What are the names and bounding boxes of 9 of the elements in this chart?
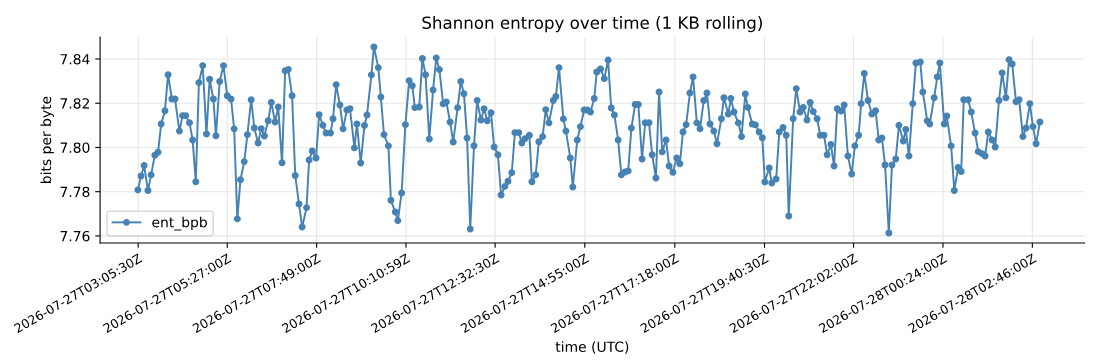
y-axis-title: bits per byte [40, 96, 54, 183]
y-tick-label: 7.78 [60, 186, 90, 198]
y-tick-label: 7.80 [60, 142, 90, 153]
y-tick-label: 7.82 [60, 98, 89, 109]
y-tick-label: 7.84 [60, 53, 90, 65]
legend-label: ent_bpb [152, 216, 207, 231]
chart-title: Shannon entropy over time (1 KB rolling) [422, 16, 762, 33]
y-tick-label: 7.76 [60, 230, 90, 242]
x-axis-title: time (UTC) [555, 341, 629, 354]
